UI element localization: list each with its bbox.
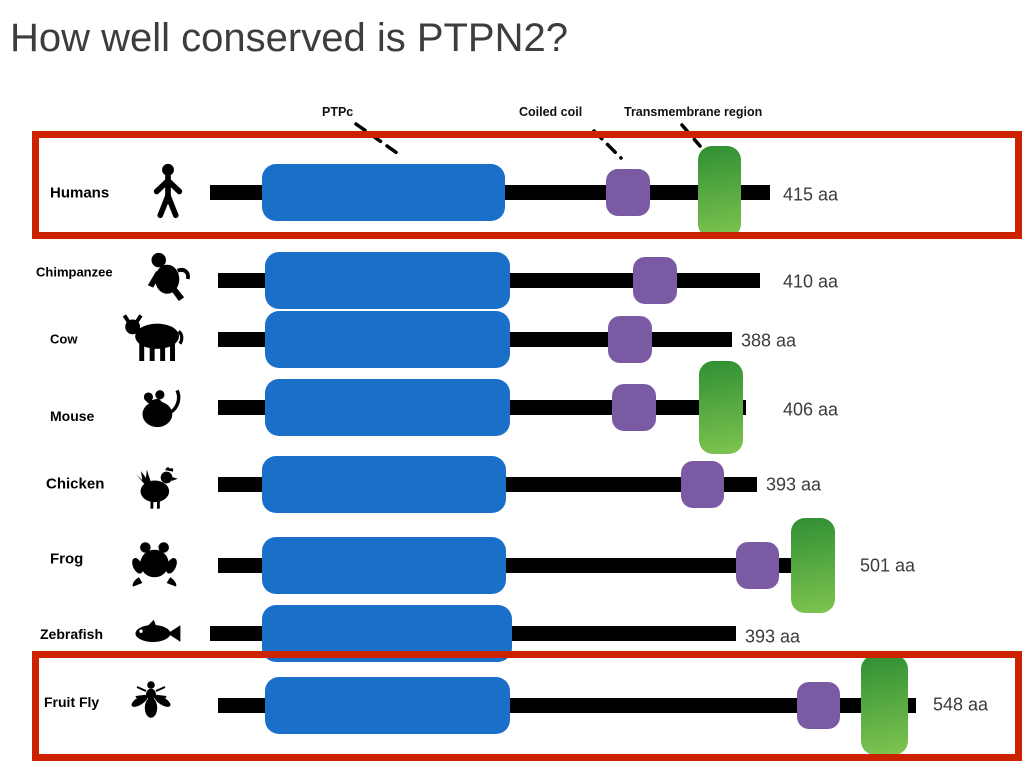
domain-coiled_coil-frog [736, 541, 779, 589]
legend-label-transmembrane: Transmembrane region [624, 105, 763, 119]
species-label-mouse: Mouse [50, 408, 95, 424]
chicken-icon [136, 467, 178, 509]
species-label-frog: Frog [50, 550, 84, 568]
length-label-frog: 501 aa [860, 555, 916, 576]
legend-label-ptpc: PTPc [322, 105, 354, 119]
domain-ptpc-humans [262, 163, 505, 221]
domain-ptpc-chicken [262, 455, 506, 513]
frog-icon [131, 541, 177, 587]
human-icon [153, 163, 183, 219]
length-label-mouse: 406 aa [783, 399, 839, 420]
domain-coiled_coil-chicken [681, 460, 724, 508]
highlight-box-1 [32, 131, 1022, 239]
species-label-zebrafish: Zebrafish [40, 626, 104, 642]
species-label-chicken: Chicken [46, 475, 105, 493]
domain-transmembrane-humans [698, 146, 741, 238]
length-label-cow: 388 aa [741, 330, 797, 351]
page-title: How well conserved is PTPN2? [10, 16, 568, 60]
domain-coiled_coil-cow [608, 315, 652, 363]
domain-ptpc-frog [262, 536, 506, 594]
cow-icon [122, 314, 184, 361]
length-label-chicken: 393 aa [766, 474, 822, 495]
length-label-fruit-fly: 548 aa [933, 694, 989, 715]
species-label-humans: Humans [50, 184, 110, 202]
species-label-chimpanzee: Chimpanzee [36, 264, 113, 280]
mouse-icon [141, 389, 180, 427]
fruitfly-icon [131, 681, 171, 718]
domain-transmembrane-fruit-fly [861, 655, 908, 755]
domain-ptpc-chimpanzee [265, 251, 510, 309]
length-label-chimpanzee: 410 aa [783, 271, 839, 292]
domain-coiled_coil-chimpanzee [633, 256, 677, 304]
species-label-fruit-fly: Fruit Fly [44, 694, 100, 710]
domain-ptpc-mouse [265, 378, 510, 436]
zebrafish-icon [135, 619, 180, 642]
domain-coiled_coil-fruit-fly [797, 681, 840, 729]
domain-transmembrane-mouse [699, 360, 743, 454]
domain-ptpc-fruit-fly [265, 676, 510, 734]
highlight-box-2 [32, 651, 1022, 761]
chimpanzee-icon [147, 252, 190, 301]
domain-transmembrane-frog [791, 517, 835, 613]
length-label-zebrafish: 393 aa [745, 626, 801, 647]
species-label-cow: Cow [50, 331, 78, 347]
domain-ptpc-cow [265, 310, 510, 368]
legend-label-coiled-coil: Coiled coil [519, 105, 583, 119]
length-label-humans: 415 aa [783, 184, 839, 205]
domain-coiled_coil-humans [606, 168, 650, 216]
domain-coiled_coil-mouse [612, 383, 656, 431]
